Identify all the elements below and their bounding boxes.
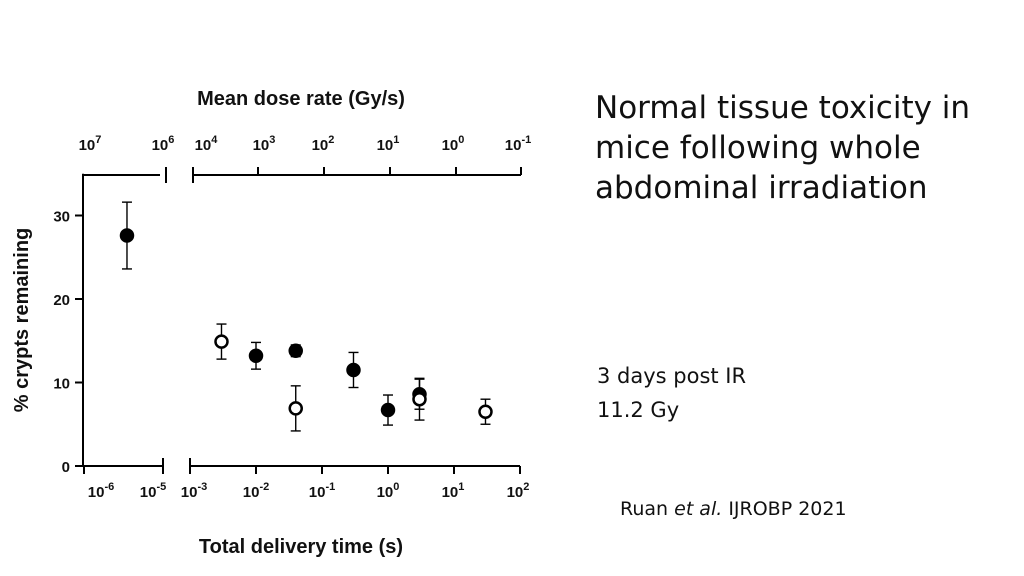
open-data-point [412, 377, 427, 421]
crypt-survival-chart: % crypts remaining Total delivery time (… [11, 88, 531, 558]
y-tick-label: 20 [53, 292, 70, 309]
filled-marker [380, 402, 396, 418]
filled-data-point [380, 394, 396, 426]
open-marker [412, 391, 427, 407]
filled-data-point [248, 341, 264, 370]
y-tick-label: 0 [62, 459, 70, 476]
top-tick-label: 103 [253, 134, 276, 154]
x-tick-label: 10-6 [88, 481, 114, 501]
top-tick-label: 10-1 [505, 134, 531, 154]
open-data-point [288, 385, 303, 432]
timepoint-note: 3 days post IR [597, 364, 747, 388]
open-data-point [478, 398, 493, 425]
open-marker [214, 334, 229, 349]
x-axis-title: Total delivery time (s) [199, 536, 403, 558]
data-markers [119, 201, 493, 432]
filled-marker [346, 362, 361, 378]
citation-authors: Ruan [620, 498, 669, 520]
x-tick-label: 10-1 [309, 481, 335, 501]
x-tick-label: 10-3 [181, 481, 207, 501]
open-data-point [214, 323, 229, 360]
filled-data-point [119, 201, 135, 270]
top-tick-label: 100 [442, 134, 465, 154]
dose-note: 11.2 Gy [597, 398, 680, 422]
x-tick-label: 102 [507, 481, 530, 501]
top-tick-label: 106 [152, 134, 175, 154]
filled-data-point [288, 343, 303, 359]
citation: Ruan et al. IJROBP 2021 [620, 498, 847, 520]
slide-title: Normal tissue toxicity in mice following… [595, 90, 971, 206]
y-axis-title: % crypts remaining [11, 228, 33, 413]
x-tick-label: 101 [442, 481, 465, 501]
y-tick-label: 10 [53, 376, 70, 393]
filled-marker [248, 348, 264, 364]
top-tick-label: 107 [79, 134, 102, 154]
citation-journal: IJROBP 2021 [728, 498, 847, 520]
axes: 0 10 20 30 10-6 10-5 10-3 10-2 10-1 100 101 102 107 1… [53, 134, 531, 501]
citation-etal: et al. [674, 498, 723, 520]
x-tick-label: 10-5 [140, 481, 166, 501]
x-tick-label: 10-2 [243, 481, 269, 501]
y-tick-label: 30 [53, 209, 70, 226]
filled-marker [119, 228, 135, 243]
open-marker [478, 404, 493, 419]
x-tick-label: 100 [377, 481, 400, 501]
top-tick-label: 104 [195, 134, 219, 154]
top-tick-label: 102 [312, 134, 335, 154]
top-tick-label: 101 [377, 134, 400, 154]
filled-marker [288, 343, 303, 359]
open-marker [288, 401, 303, 416]
filled-data-point [346, 351, 361, 389]
top-axis-title: Mean dose rate (Gy/s) [197, 88, 405, 110]
